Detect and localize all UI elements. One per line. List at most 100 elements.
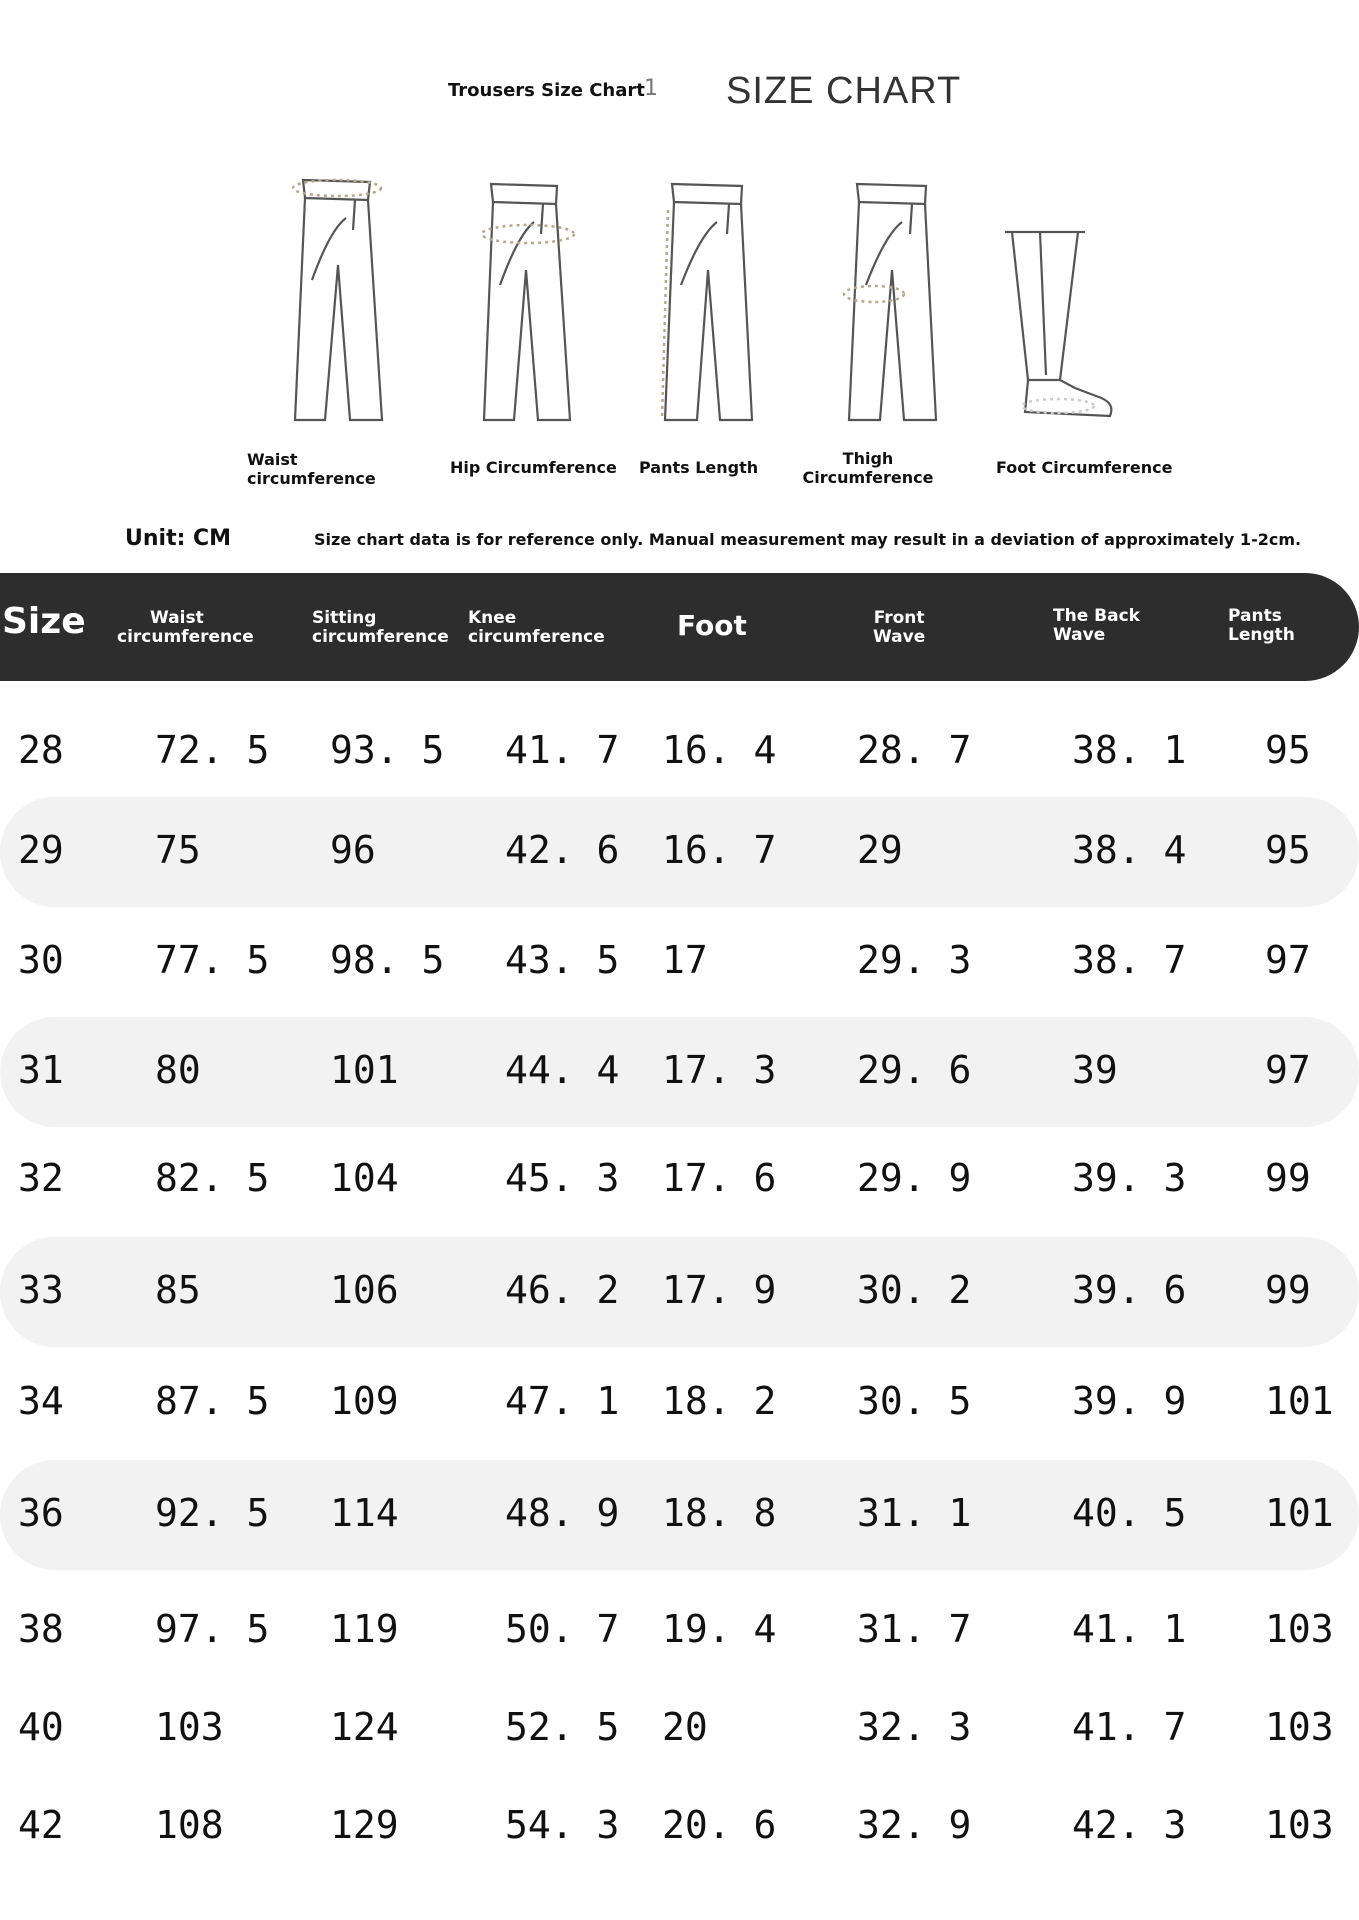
cell-waist: 77. 5 [155,938,270,982]
trousers-length-icon [660,182,754,422]
cell-waist: 108 [155,1803,224,1847]
cell-size: 33 [18,1268,64,1312]
row-stripe [0,797,1359,907]
cell-back-wave: 38. 4 [1072,828,1187,872]
cell-front-wave: 29. 9 [857,1156,972,1200]
cell-waist: 85 [155,1268,201,1312]
cell-size: 30 [18,938,64,982]
col-header-foot: Foot [677,609,747,642]
cell-waist: 87. 5 [155,1379,270,1423]
row-stripe [0,1460,1359,1570]
page-title: SIZE CHART [726,70,962,112]
cell-foot: 20 [662,1705,708,1749]
cell-foot: 17. 3 [662,1048,777,1092]
table-header [0,573,1359,681]
col-header-front-wave: Front Wave [873,608,926,647]
cell-waist: 97. 5 [155,1607,270,1651]
cell-front-wave: 30. 5 [857,1379,972,1423]
cell-waist: 72. 5 [155,728,270,772]
cell-pants-length: 103 [1265,1705,1334,1749]
cell-back-wave: 39. 3 [1072,1156,1187,1200]
figure-label-pants-length: Pants Length [639,458,759,477]
row-stripe [0,1237,1359,1347]
cell-knee: 48. 9 [505,1491,620,1535]
cell-back-wave: 39 [1072,1048,1118,1092]
trousers-size-chart-label: Trousers Size Chart [448,80,645,101]
cell-foot: 19. 4 [662,1607,777,1651]
cell-back-wave: 38. 7 [1072,938,1187,982]
cell-back-wave: 41. 7 [1072,1705,1187,1749]
cell-sitting: 106 [330,1268,399,1312]
cell-back-wave: 39. 6 [1072,1268,1187,1312]
cell-pants-length: 101 [1265,1491,1334,1535]
cell-size: 31 [18,1048,64,1092]
reference-note: Size chart data is for reference only. M… [314,530,1302,549]
cell-pants-length: 95 [1265,728,1311,772]
cell-size: 28 [18,728,64,772]
cell-waist: 75 [155,828,201,872]
trouser-leg-foot-icon [1005,230,1113,418]
cell-front-wave: 29. 6 [857,1048,972,1092]
chart-number: 1 [644,76,658,101]
cell-foot: 17 [662,938,708,982]
cell-foot: 16. 7 [662,828,777,872]
cell-foot: 17. 9 [662,1268,777,1312]
cell-size: 32 [18,1156,64,1200]
cell-front-wave: 28. 7 [857,728,972,772]
trousers-illustrations [291,178,1113,422]
cell-knee: 44. 4 [505,1048,620,1092]
cell-front-wave: 30. 2 [857,1268,972,1312]
cell-front-wave: 31. 7 [857,1607,972,1651]
cell-sitting: 109 [330,1379,399,1423]
cell-sitting: 96 [330,828,376,872]
figure-label-hip: Hip Circumference [450,458,617,477]
cell-pants-length: 95 [1265,828,1311,872]
figure-label-foot: Foot Circumference [996,458,1173,477]
trousers-waist-icon [291,178,384,422]
cell-sitting: 119 [330,1607,399,1651]
cell-sitting: 98. 5 [330,938,445,982]
cell-back-wave: 40. 5 [1072,1491,1187,1535]
cell-size: 42 [18,1803,64,1847]
cell-foot: 20. 6 [662,1803,777,1847]
cell-pants-length: 99 [1265,1156,1311,1200]
cell-pants-length: 103 [1265,1607,1334,1651]
figure-label-thigh: Thigh Circumference [802,449,934,487]
cell-pants-length: 97 [1265,1048,1311,1092]
cell-sitting: 104 [330,1156,399,1200]
cell-sitting: 101 [330,1048,399,1092]
cell-pants-length: 99 [1265,1268,1311,1312]
cell-size: 38 [18,1607,64,1651]
col-header-knee: Knee circumference [468,608,605,647]
unit-label: Unit: CM [125,526,232,551]
col-header-waist: Waist circumference [117,608,254,647]
trousers-thigh-icon [842,182,938,422]
col-header-size: Size [2,601,86,642]
cell-front-wave: 29. 3 [857,938,972,982]
cell-waist: 82. 5 [155,1156,270,1200]
cell-front-wave: 32. 3 [857,1705,972,1749]
cell-size: 36 [18,1491,64,1535]
cell-size: 29 [18,828,64,872]
cell-foot: 18. 8 [662,1491,777,1535]
cell-back-wave: 42. 3 [1072,1803,1187,1847]
cell-front-wave: 32. 9 [857,1803,972,1847]
cell-knee: 50. 7 [505,1607,620,1651]
cell-pants-length: 101 [1265,1379,1334,1423]
cell-back-wave: 41. 1 [1072,1607,1187,1651]
cell-pants-length: 103 [1265,1803,1334,1847]
cell-foot: 16. 4 [662,728,777,772]
cell-sitting: 124 [330,1705,399,1749]
cell-knee: 43. 5 [505,938,620,982]
cell-waist: 92. 5 [155,1491,270,1535]
cell-foot: 17. 6 [662,1156,777,1200]
cell-sitting: 93. 5 [330,728,445,772]
figure-label-waist: Waist circumference [247,450,376,488]
cell-knee: 47. 1 [505,1379,620,1423]
row-stripe [0,1017,1359,1127]
cell-front-wave: 29 [857,828,903,872]
cell-back-wave: 38. 1 [1072,728,1187,772]
col-header-sitting: Sitting circumference [312,608,449,647]
cell-front-wave: 31. 1 [857,1491,972,1535]
cell-sitting: 129 [330,1803,399,1847]
